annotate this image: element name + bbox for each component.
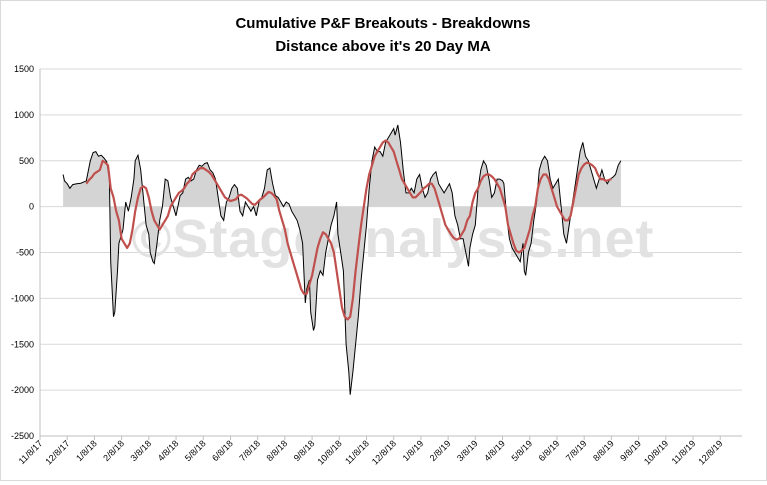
y-tick-label: 0 [29,202,34,212]
y-tick-label: -2500 [11,431,34,441]
x-tick-label: 8/8/18 [265,438,290,463]
axes [39,69,742,440]
y-tick-label: -500 [16,248,34,258]
ma-line [85,139,612,321]
x-tick-label: 11/8/18 [343,438,371,466]
x-tick-label: 7/8/19 [564,438,589,463]
x-tick-label: 6/8/19 [537,438,562,463]
x-tick-label: 12/8/18 [370,438,398,466]
chart-title: Cumulative P&F Breakouts - Breakdowns [235,15,530,32]
watermark: ©StageAnalysis.net [132,209,655,269]
x-tick-label: 10/8/18 [315,438,343,466]
x-tick-label: 9/8/19 [618,438,643,463]
y-tick-label: -2000 [11,385,34,395]
x-tick-label: 12/8/19 [696,438,724,466]
x-tick-label: 1/8/18 [74,438,99,463]
x-tick-label: 4/8/18 [156,438,181,463]
x-tick-label: 2/8/19 [428,438,453,463]
y-tick-label: -1500 [11,339,34,349]
y-tick-label: -1000 [11,293,34,303]
area-line [62,124,622,395]
x-tick-label: 3/8/19 [455,438,480,463]
x-tick-label: 2/8/18 [101,438,126,463]
area-series [62,124,622,395]
x-tick-label: 1/8/19 [401,438,426,463]
x-tick-label: 9/8/18 [292,438,317,463]
moving-average-series [85,139,612,321]
x-tick-label: 4/8/19 [482,438,507,463]
x-tick-label: 10/8/19 [642,438,670,466]
y-tick-label: 1500 [14,64,34,74]
x-tick-label: 8/8/19 [591,438,616,463]
x-tick-label: 6/8/18 [210,438,235,463]
x-tick-label: 7/8/18 [237,438,262,463]
y-tick-labels: 1500 1000 500 0 -500 -1000 -1500 -2000 -2500 [11,64,34,441]
x-tick-label: 5/8/18 [183,438,208,463]
x-tick-label: 11/8/17 [17,438,45,466]
x-tick-label: 3/8/18 [128,438,153,463]
y-tick-label: 1000 [14,110,34,120]
chart-subtitle: Distance above it's 20 Day MA [275,38,490,55]
x-tick-label: 12/8/17 [43,438,71,466]
x-tick-label: 5/8/19 [509,438,534,463]
x-tick-label: 11/8/19 [670,438,698,466]
y-tick-label: 500 [19,156,34,166]
